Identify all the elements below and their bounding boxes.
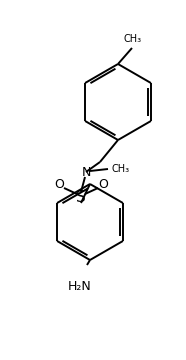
Text: O: O (54, 179, 64, 192)
Text: CH₃: CH₃ (124, 34, 142, 44)
Text: O: O (98, 179, 108, 192)
Text: H₂N: H₂N (68, 280, 92, 293)
Text: S: S (76, 190, 86, 206)
Text: N: N (81, 166, 91, 179)
Text: CH₃: CH₃ (112, 164, 130, 174)
